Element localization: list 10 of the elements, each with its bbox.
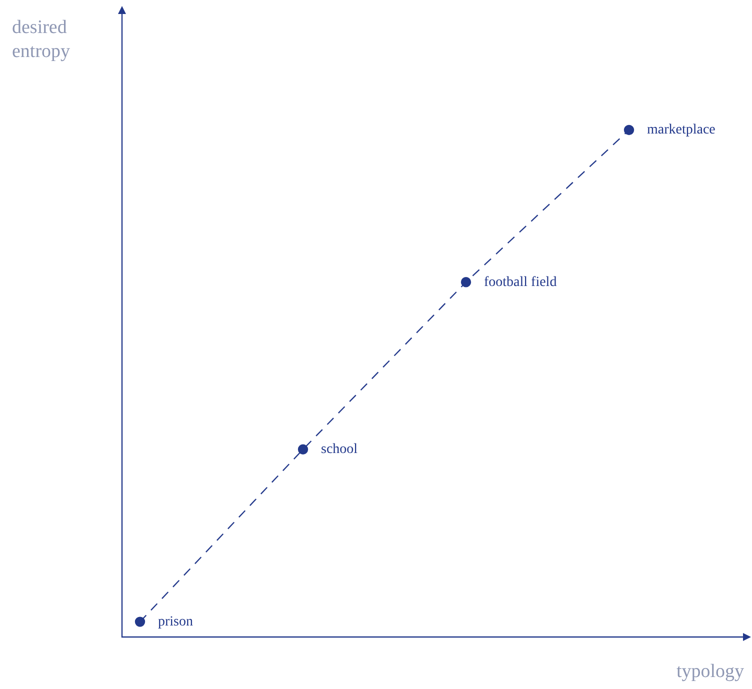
annotation: marketplace (647, 122, 716, 138)
annotation: prison (158, 614, 193, 630)
point (624, 124, 634, 136)
annotation: football field (484, 274, 557, 290)
point (134, 616, 146, 627)
x-axis-title: typology (676, 660, 744, 684)
point (460, 277, 472, 288)
y-axis-title: desired entropy (12, 16, 72, 64)
annotation: school (321, 442, 358, 458)
point (298, 444, 308, 455)
